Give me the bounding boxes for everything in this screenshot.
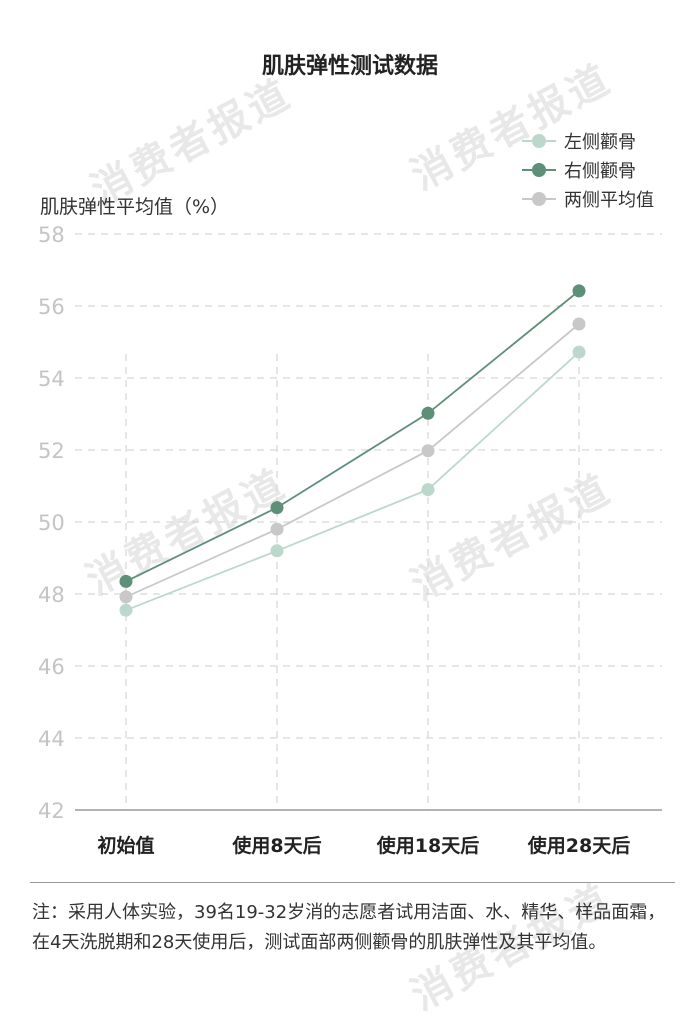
data-point [270, 522, 284, 536]
data-point [572, 317, 586, 331]
data-point [119, 574, 133, 588]
legend-label-average: 两侧平均值 [564, 189, 654, 211]
y-tick-label: 56 [38, 295, 65, 319]
legend-item-average: 两侧平均值 [522, 184, 654, 213]
data-point [421, 483, 435, 497]
x-tick-label: 使用8天后 [231, 835, 321, 857]
legend-swatch-left [522, 131, 556, 151]
y-tick-label: 48 [38, 583, 65, 607]
series-line [125, 323, 580, 598]
series-line [125, 290, 580, 583]
legend-swatch-right [522, 160, 556, 180]
legend-label-right: 右侧颧骨 [564, 160, 636, 182]
legend-label-left: 左侧颧骨 [564, 131, 636, 153]
x-tick-label: 使用18天后 [376, 835, 479, 857]
data-point [270, 501, 284, 515]
chart-title: 肌肤弹性测试数据 [261, 54, 438, 79]
x-tick-label: 使用28天后 [527, 835, 630, 857]
data-point [119, 603, 133, 617]
data-point [572, 284, 586, 298]
line-chart: 42 44 46 48 50 52 54 56 58 初始值 使用8天后 使用18天后 使用28天后 [38, 223, 662, 857]
y-tick-label: 54 [38, 367, 65, 391]
y-tick-label: 42 [38, 799, 65, 823]
data-point [421, 444, 435, 458]
data-point [421, 406, 435, 420]
series-line [125, 351, 580, 612]
footnote: 注：采用人体实验，39名19-32岁消的志愿者试用洁面、水、精华、样品面霜，在4… [32, 902, 666, 953]
y-tick-label: 46 [38, 655, 65, 679]
x-tick-label: 初始值 [97, 834, 154, 857]
y-axis-label: 肌肤弹性平均值（%） [40, 196, 230, 218]
y-tick-label: 50 [38, 511, 65, 535]
note-divider [30, 882, 675, 883]
y-tick-label: 44 [38, 727, 65, 751]
data-point [270, 544, 284, 558]
data-point [119, 590, 133, 604]
legend-item-left: 左侧颧骨 [522, 126, 654, 155]
legend: 左侧颧骨 右侧颧骨 两侧平均值 [522, 126, 654, 213]
legend-item-right: 右侧颧骨 [522, 155, 654, 184]
y-tick-label: 58 [38, 223, 65, 247]
legend-swatch-average [522, 189, 556, 209]
data-point [572, 345, 586, 359]
y-tick-label: 52 [38, 439, 65, 463]
